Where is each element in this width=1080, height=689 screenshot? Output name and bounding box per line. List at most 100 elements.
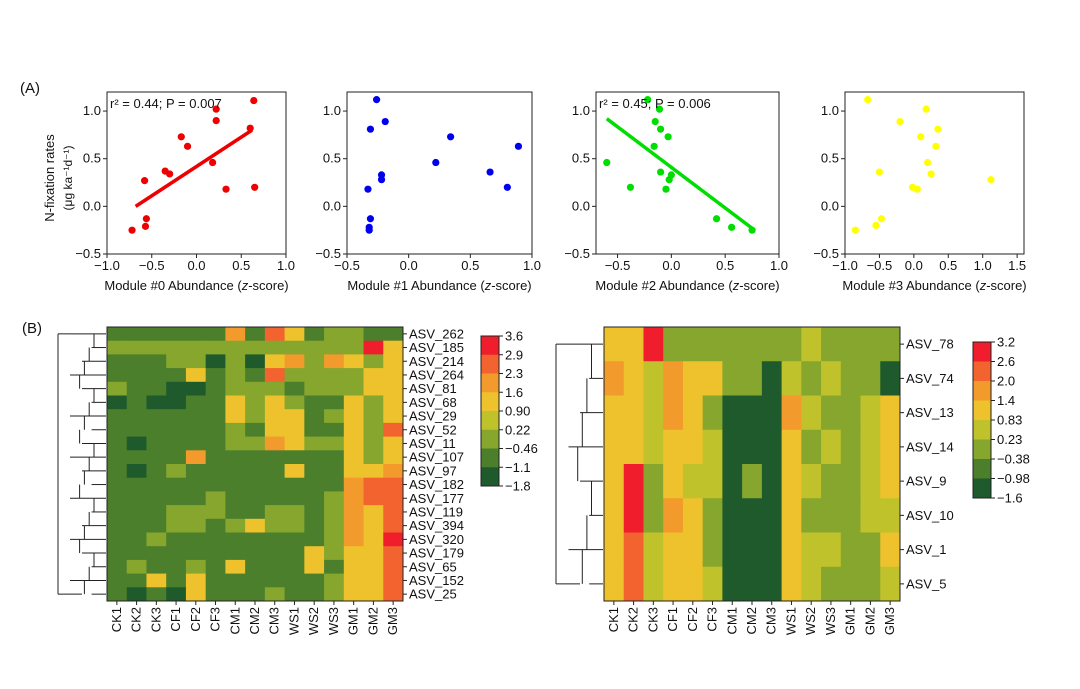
heatmap-panels: ASV_262ASV_185ASV_214ASV_264ASV_81ASV_68… (57, 326, 1030, 635)
heatmap-cell (363, 587, 384, 602)
heatmap-cell (225, 559, 246, 574)
heatmap-cell (781, 429, 802, 465)
heatmap-cell (363, 464, 384, 479)
heatmap-cell (821, 361, 842, 396)
x-axis-title: Module #3 Abundance (z-score) (842, 278, 1026, 293)
heatmap-cell (343, 327, 364, 342)
heatmap-cell (324, 559, 345, 574)
col-label: CM1 (724, 607, 739, 634)
colorbar-swatch (973, 439, 991, 460)
heatmap-cell (722, 566, 743, 602)
heatmap-cell (623, 532, 644, 568)
colorbar-label: −1.6 (997, 491, 1023, 506)
scatter-point (140, 177, 149, 185)
heatmap-cell (205, 340, 226, 355)
heatmap-cell (284, 546, 305, 561)
heatmap-cell (663, 327, 684, 362)
heatmap-cell (880, 395, 901, 431)
col-label: CF1 (168, 607, 183, 632)
heatmap-cell (840, 429, 861, 465)
heatmap-cell (383, 395, 404, 410)
heatmap-cell (821, 498, 842, 533)
heatmap-cell (185, 464, 207, 479)
x-tick-label: 0.5 (461, 258, 479, 273)
col-label: CK1 (109, 607, 124, 632)
heatmap-cell (324, 340, 345, 355)
colorbar-swatch (481, 336, 499, 356)
heatmap-cell (623, 498, 644, 533)
heatmap-cell (264, 573, 285, 588)
colorbar-swatch (481, 392, 499, 412)
heatmap-cell (801, 395, 822, 431)
col-label: GM1 (346, 607, 361, 635)
heatmap-cell (166, 422, 187, 437)
heatmap-cell (643, 395, 664, 431)
heatmap-cell (146, 546, 167, 561)
heatmap-cell (363, 559, 384, 574)
heatmap-cell (126, 546, 147, 561)
heatmap-cell (682, 532, 704, 568)
heatmap-cell (166, 477, 187, 492)
row-label: ASV_152 (409, 573, 464, 588)
colorbar-label: 3.6 (505, 329, 523, 344)
heatmap-cell (742, 327, 763, 362)
heatmap-cell (343, 546, 364, 561)
heatmap-cell (185, 327, 207, 342)
heatmap-cell (643, 429, 664, 465)
scatter-point (656, 168, 665, 176)
heatmap-cell (185, 368, 207, 383)
heatmap-cell (185, 559, 207, 574)
heatmap-cell (185, 546, 207, 561)
row-label: ASV_5 (906, 576, 946, 591)
x-axis-title-post: -score) (248, 278, 288, 293)
heatmap-cell (682, 361, 704, 396)
heatmap-cell (801, 361, 822, 396)
x-axis-title-pre: Module #3 Abundance ( (842, 278, 980, 293)
plot-frame (346, 91, 533, 255)
col-label: CK1 (606, 607, 621, 632)
heatmap-cell (702, 429, 723, 465)
heatmap-cell (383, 381, 404, 396)
heatmap-cell (604, 395, 625, 431)
col-label: WS3 (823, 607, 838, 635)
heatmap-cell (324, 518, 345, 533)
col-label: GM3 (385, 607, 400, 635)
heatmap-cell (205, 450, 226, 465)
y-tick-label: 0.0 (323, 198, 341, 213)
heatmap-cell (343, 422, 364, 437)
heatmap-cell (860, 361, 881, 396)
heatmap-cell (146, 327, 167, 342)
heatmap-cell (702, 532, 723, 568)
scatter-point (748, 226, 756, 234)
heatmap-cell (146, 464, 167, 479)
y-tick-label: −0.5 (75, 246, 101, 261)
heatmap-cell (383, 546, 404, 561)
heatmap-cell (860, 327, 881, 362)
colorbar-label: −1.8 (505, 479, 531, 494)
heatmap-cell (185, 450, 207, 465)
heatmap-cell (264, 532, 285, 547)
colorbar-label: 2.9 (505, 347, 523, 362)
heatmap-cell (146, 422, 167, 437)
heatmap-cell (840, 395, 861, 431)
heatmap-cell (781, 361, 802, 396)
heatmap-cell (264, 422, 285, 437)
heatmap-cell (324, 409, 345, 424)
x-tick-label: −0.5 (605, 258, 631, 273)
y-tick-label: 0.5 (83, 151, 101, 166)
heatmap-cell (107, 505, 128, 520)
heatmap-cell (284, 491, 305, 506)
heatmap-cell (205, 559, 226, 574)
heatmap-cell (107, 422, 128, 437)
col-label: WS1 (783, 607, 798, 635)
heatmap-cell (284, 327, 305, 342)
heatmap-cell (245, 340, 266, 355)
heatmap-cell (604, 361, 625, 396)
y-tick-label: 0.0 (83, 198, 101, 213)
heatmap-cell (284, 422, 305, 437)
heatmap-cell (245, 464, 266, 479)
heatmap-cell (363, 546, 384, 561)
heatmap-cell (166, 368, 187, 383)
heatmap-cell (821, 566, 842, 602)
x-tick-label: 0.5 (939, 258, 957, 273)
